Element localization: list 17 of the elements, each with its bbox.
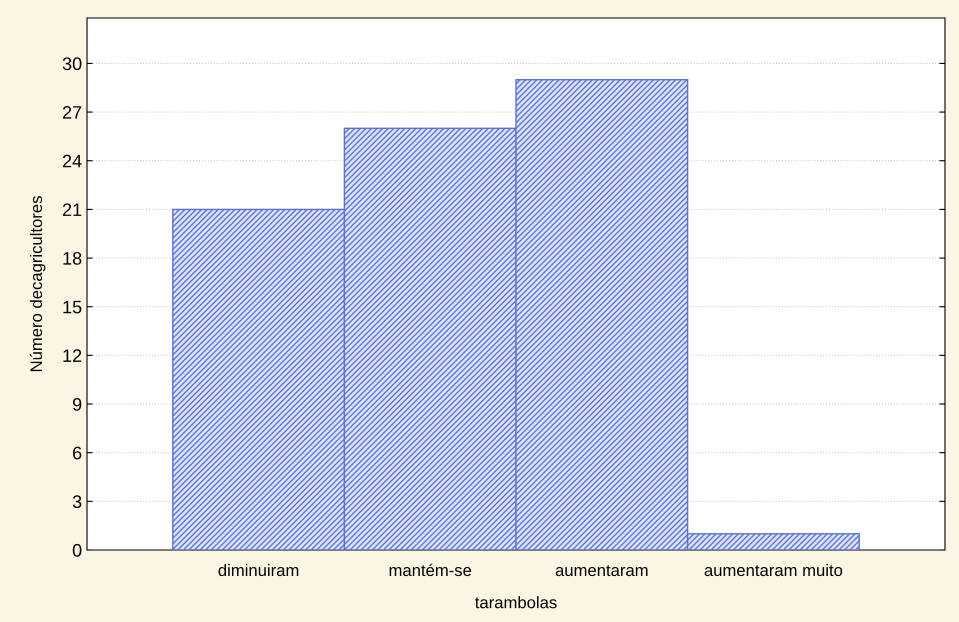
y-tick-label: 6 [73, 446, 82, 460]
y-tick-label: 0 [72, 544, 82, 557]
x-tick-label: diminuiram [218, 564, 298, 576]
x-tick-label: aumentaram [556, 565, 648, 576]
y-tick-label: 21 [62, 203, 82, 216]
x-tick-label: mantém-se [390, 564, 472, 576]
y-tick-label: 3 [72, 495, 82, 508]
x-axis-title: tarambolas [475, 596, 557, 608]
y-tick-label: 27 [62, 106, 82, 119]
y-tick-label: 9 [72, 398, 82, 411]
y-tick-label: 24 [62, 154, 82, 168]
y-tick-label: 30 [62, 57, 82, 70]
y-tick-label: 15 [63, 300, 82, 314]
x-tick-label: aumentaram muito [704, 564, 842, 576]
y-axis-title: Número decagricultores [30, 196, 46, 372]
y-tick-label: 18 [63, 252, 82, 265]
y-tick-label: 12 [63, 349, 82, 362]
